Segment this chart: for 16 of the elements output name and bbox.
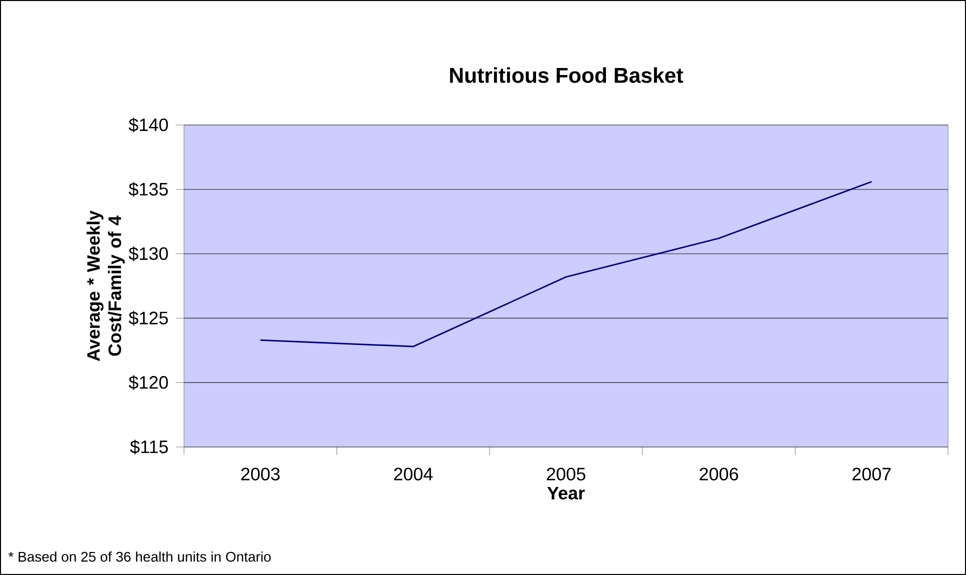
y-tick-label: $140 [128, 118, 168, 132]
y-tick-label: $130 [128, 246, 168, 262]
x-tick-label: 2003 [241, 468, 280, 480]
y-tick-label: $120 [128, 375, 168, 390]
chart-title: Nutritious Food Basket [450, 67, 684, 83]
x-axis-title: Year [547, 486, 585, 500]
x-tick-label: 2005 [546, 468, 586, 480]
y-tick-label: $125 [128, 310, 168, 326]
line-series [260, 180, 872, 348]
y-axis-title: Average * Weekly Cost/Family of 4 [86, 210, 125, 362]
y-tick-label: $135 [128, 182, 168, 197]
x-tick-label: 2004 [394, 468, 433, 480]
x-tick-label: 2006 [700, 468, 738, 480]
x-tick-label: 2007 [852, 468, 891, 480]
y-tick-label: $115 [130, 440, 168, 454]
text: * Based on 25 of 36 health units in Ontario [8, 551, 271, 562]
